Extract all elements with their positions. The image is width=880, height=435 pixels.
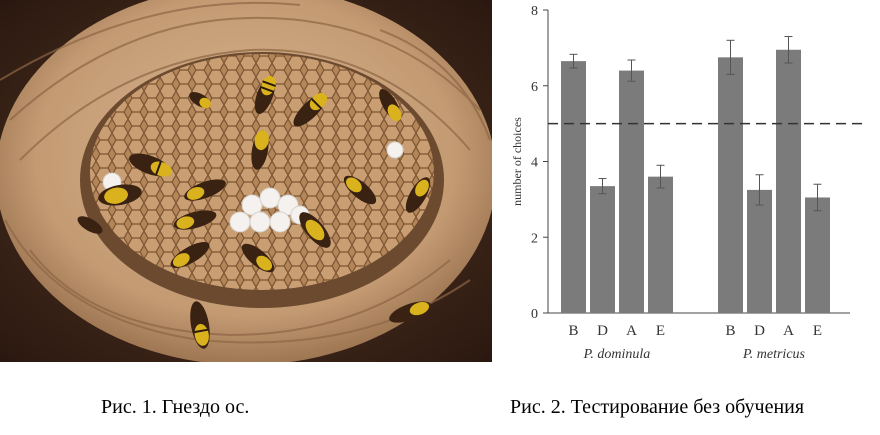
- wasps: [77, 75, 431, 349]
- group-label: P. dominula: [583, 347, 651, 362]
- x-tick-label: E: [813, 323, 822, 339]
- x-tick-label: A: [626, 323, 637, 339]
- group-label: P. metricus: [742, 347, 806, 362]
- bar: [805, 197, 830, 313]
- x-tick-label: D: [754, 323, 765, 339]
- bar: [718, 57, 743, 313]
- x-tick-label: A: [783, 323, 794, 339]
- bar: [747, 189, 772, 313]
- x-tick-label: B: [568, 323, 578, 339]
- x-tick-label: B: [725, 323, 735, 339]
- bar: [776, 49, 801, 314]
- x-tick-label: D: [597, 323, 608, 339]
- bar: [561, 61, 586, 313]
- wasp-nest-photo: [0, 0, 492, 362]
- y-axis-label: number of choices: [510, 117, 524, 206]
- y-tick-label: 6: [531, 80, 538, 95]
- choices-bar-chart: 0 2 4 6 8 number of choices B D A E P. dominula B D A…: [510, 4, 868, 362]
- figure-2-caption: Рис. 2. Тестирование без обучения: [510, 396, 805, 418]
- x-tick-label: E: [656, 323, 665, 339]
- honeycomb: [90, 54, 434, 290]
- nest-paper-layers: [0, 1, 491, 344]
- y-tick-label: 4: [531, 156, 538, 171]
- y-tick-label: 2: [531, 231, 538, 246]
- bar: [648, 176, 673, 313]
- figure-1-caption: Рис. 1. Гнездо ос.: [101, 396, 250, 418]
- y-tick-label: 0: [531, 307, 538, 322]
- bar: [590, 186, 615, 313]
- bar: [619, 70, 644, 313]
- y-tick-label: 8: [531, 4, 538, 19]
